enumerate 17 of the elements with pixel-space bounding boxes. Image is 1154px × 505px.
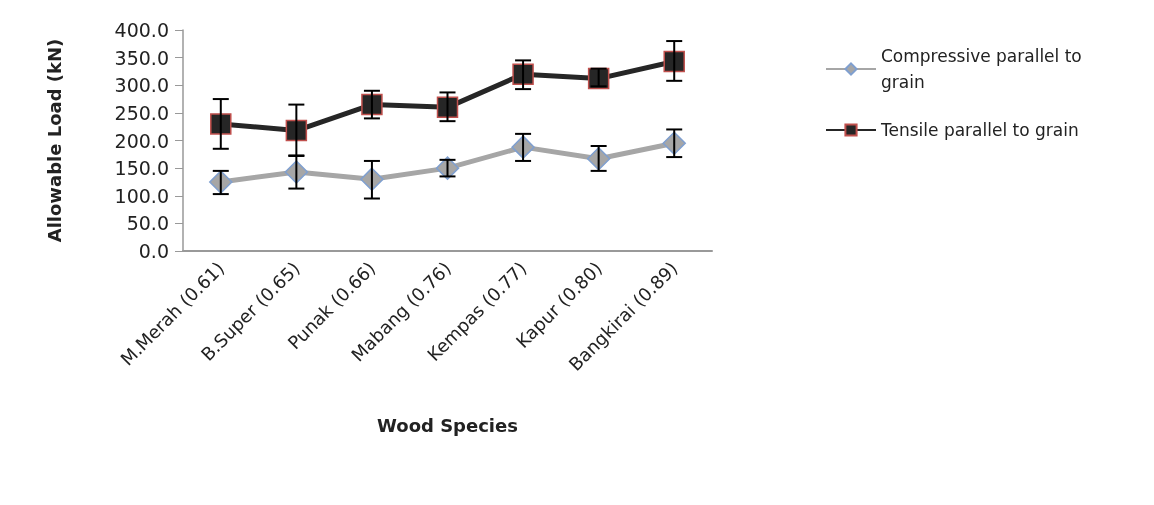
y-tick-label: 400.0: [114, 19, 169, 41]
legend-label: Compressive parallel to grain: [881, 46, 1088, 92]
y-axis-title: Allowable Load (kN): [43, 38, 65, 243]
y-tick-label: 300.0: [114, 74, 169, 97]
y-tick-label: 150.0: [114, 157, 169, 180]
y-tick-label: 0.0: [138, 240, 169, 262]
x-axis-title: Wood Species: [377, 414, 518, 436]
legend-label: Tensile parallel to grain: [880, 120, 1079, 140]
point: [512, 63, 534, 85]
point: [663, 50, 685, 73]
y-tick-label: 50.0: [126, 212, 169, 235]
point: [361, 93, 383, 116]
y-tick-label: 350.0: [114, 46, 169, 69]
point: [210, 113, 232, 135]
y-tick-label: 100.0: [114, 184, 169, 207]
y-tick-label: 250.0: [114, 101, 169, 124]
y-tick-label: 200.0: [114, 129, 169, 152]
